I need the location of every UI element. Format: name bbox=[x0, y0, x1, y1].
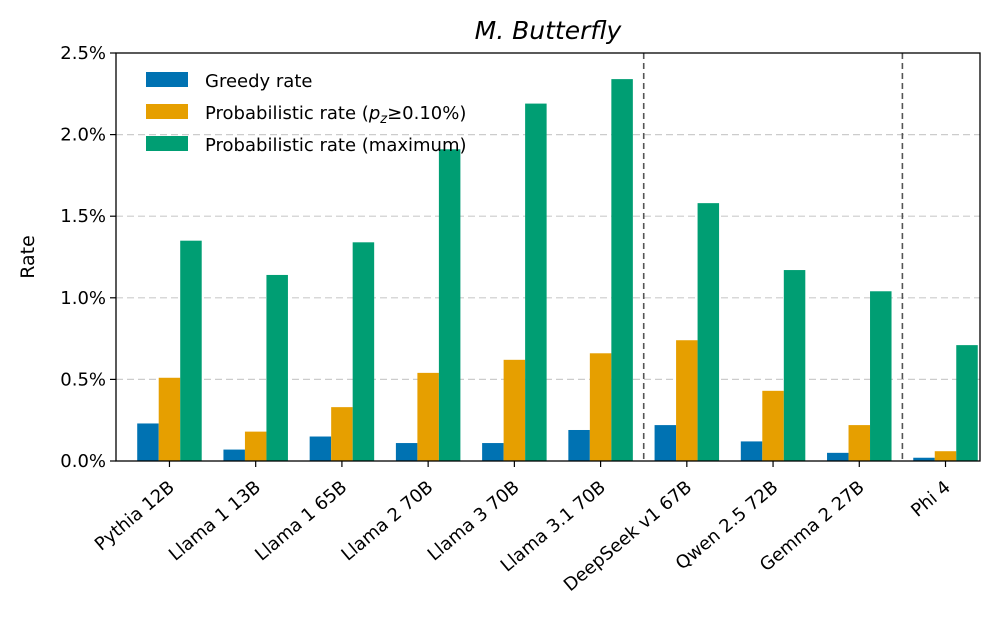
bar bbox=[568, 429, 590, 461]
bar bbox=[611, 79, 633, 461]
bar bbox=[697, 203, 720, 462]
x-tick-label: Llama 1 13B bbox=[165, 477, 265, 566]
bar bbox=[589, 353, 612, 461]
bar bbox=[762, 390, 784, 461]
bar bbox=[934, 451, 957, 461]
legend-prob-suffix: ≥0.10%) bbox=[387, 103, 466, 124]
legend-label-probabilistic: Probabilistic rate (pz≥0.10%) bbox=[205, 103, 466, 127]
legend: Greedy rate Probabilistic rate (pz≥0.10%… bbox=[146, 71, 467, 156]
bar bbox=[395, 443, 418, 461]
bar bbox=[482, 443, 504, 461]
bar bbox=[913, 457, 935, 461]
bars bbox=[137, 79, 978, 462]
legend-prob-prefix: Probabilistic rate ( bbox=[205, 103, 369, 124]
y-axis-label: Rate bbox=[17, 235, 39, 279]
legend-label-greedy: Greedy rate bbox=[205, 71, 312, 92]
bar bbox=[827, 452, 849, 461]
bar bbox=[438, 149, 461, 461]
legend-swatch-probabilistic bbox=[146, 104, 188, 119]
bar bbox=[158, 377, 181, 461]
bar bbox=[525, 103, 547, 461]
plot-frame bbox=[115, 52, 981, 462]
bar bbox=[266, 274, 288, 461]
group-separators bbox=[642, 53, 904, 461]
bar bbox=[244, 431, 267, 461]
bar bbox=[783, 270, 806, 461]
x-tick-label: Pythia 12B bbox=[91, 477, 179, 555]
x-tick-label: Phi 4 bbox=[907, 477, 955, 522]
grid-lines bbox=[116, 134, 980, 380]
y-tick-label: 2.5% bbox=[60, 43, 106, 64]
legend-swatch-maximum bbox=[146, 136, 188, 151]
bar bbox=[352, 242, 375, 461]
y-tick-label: 0.5% bbox=[60, 369, 106, 390]
bar bbox=[180, 240, 202, 461]
bar bbox=[740, 441, 763, 461]
legend-prob-var: p bbox=[368, 103, 380, 124]
bar bbox=[309, 436, 332, 461]
bar bbox=[417, 372, 439, 461]
y-tick-label: 0.0% bbox=[60, 451, 106, 472]
y-axis: 0.0% 0.5% 1.0% 1.5% 2.0% 2.5% bbox=[60, 43, 116, 472]
bar bbox=[956, 345, 978, 461]
bar bbox=[331, 407, 353, 461]
legend-label-maximum: Probabilistic rate (maximum) bbox=[205, 135, 467, 156]
chart-title: M. Butterfly bbox=[475, 16, 623, 45]
legend-prob-sub: z bbox=[379, 112, 388, 127]
bar bbox=[223, 449, 245, 461]
y-tick-label: 1.0% bbox=[60, 288, 106, 309]
legend-swatch-greedy bbox=[146, 72, 188, 87]
bar bbox=[503, 359, 526, 461]
bar bbox=[870, 291, 892, 461]
bar bbox=[848, 425, 871, 461]
y-tick-label: 2.0% bbox=[60, 125, 106, 146]
x-tick-label: Llama 2 70B bbox=[337, 477, 437, 566]
bar bbox=[676, 340, 698, 461]
bar bbox=[137, 423, 159, 461]
x-tick-label: Llama 1 65B bbox=[251, 477, 351, 566]
bar bbox=[654, 425, 677, 461]
y-tick-label: 1.5% bbox=[60, 206, 106, 227]
